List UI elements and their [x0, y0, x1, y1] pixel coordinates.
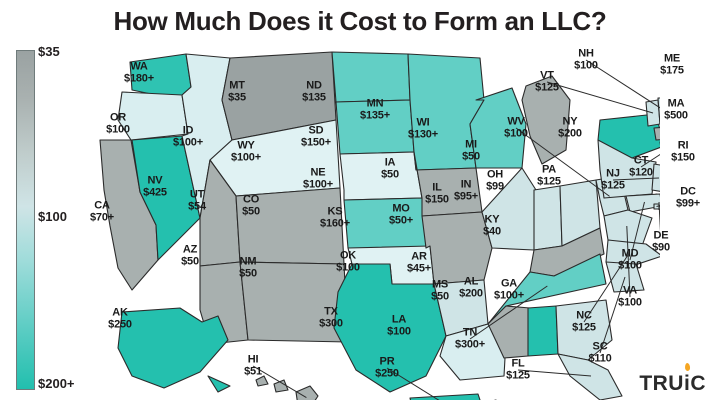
state-tx[interactable]: [333, 263, 447, 393]
state-nm[interactable]: [239, 261, 349, 343]
state-code: ME: [663, 52, 681, 65]
state-label-ma: MA $500: [664, 97, 688, 122]
state-md[interactable]: [625, 193, 660, 213]
cost-gradient-legend: $35 $100 $200+: [16, 44, 86, 391]
leader-line-vt: [546, 81, 654, 114]
state-code: MA: [667, 97, 685, 110]
state-pr[interactable]: [409, 393, 484, 400]
leader-line-va: [626, 225, 631, 298]
state-ak[interactable]: [117, 307, 229, 389]
island-shape-2: [273, 379, 289, 393]
state-wa[interactable]: [129, 53, 192, 96]
leader-line-pr: [386, 367, 440, 400]
logo-text-before: TRU: [639, 372, 684, 395]
state-ks[interactable]: [343, 197, 427, 249]
logo-text-after: C: [690, 372, 706, 395]
state-label-ri: RI $150: [671, 139, 695, 164]
state-mn[interactable]: [407, 53, 485, 171]
page-title: How Much Does it Cost to Form an LLC?: [113, 6, 607, 36]
state-code: RI: [677, 139, 689, 152]
leader-line-nh: [585, 59, 660, 109]
legend-label-min: $35: [38, 44, 60, 59]
leader-line-hi: [252, 365, 307, 399]
leader-line-sc: [599, 276, 626, 354]
state-wi[interactable]: [469, 87, 527, 169]
state-hi[interactable]: [295, 385, 319, 400]
map-svg: [99, 51, 660, 400]
state-nh[interactable]: [657, 97, 660, 125]
state-label-me: ME $175: [660, 52, 684, 77]
leader-line-md: [629, 201, 645, 261]
state-ma[interactable]: [653, 126, 660, 141]
state-il[interactable]: [481, 167, 537, 251]
state-ne[interactable]: [339, 151, 423, 201]
truic-logo[interactable]: TRU iC: [639, 362, 706, 396]
state-cost: $500: [664, 109, 688, 121]
state-fl[interactable]: [557, 353, 623, 400]
state-cost: $175: [660, 64, 684, 76]
leader-line-nj: [612, 177, 660, 181]
state-in[interactable]: [533, 185, 563, 251]
leader-line-nc: [583, 254, 629, 323]
legend-gradient-bar: [16, 50, 35, 390]
state-cost: $99+: [676, 197, 700, 209]
logo-i-letter: i: [684, 362, 690, 396]
state-label-dc: DC $99+: [676, 185, 700, 210]
state-code: DC: [680, 185, 696, 198]
island-shape-1: [255, 375, 269, 387]
state-al[interactable]: [527, 305, 559, 357]
leader-line-fl: [517, 369, 592, 377]
state-sd[interactable]: [335, 99, 415, 155]
state-nd[interactable]: [331, 51, 411, 103]
state-mo[interactable]: [421, 211, 493, 285]
state-co[interactable]: [235, 187, 345, 265]
leader-line-ct: [640, 153, 660, 168]
state-mi[interactable]: [521, 75, 571, 165]
leader-line-de: [658, 201, 660, 233]
leader-line-tn: [469, 285, 548, 340]
leader-line-wv: [515, 127, 610, 197]
state-or[interactable]: [117, 91, 189, 141]
legend-label-mid: $100: [38, 209, 67, 224]
state-cost: $150: [671, 151, 695, 163]
state-ga[interactable]: [555, 299, 613, 361]
flame-icon: [684, 362, 690, 372]
legend-label-max: $200+: [38, 376, 75, 391]
us-choropleth-map: [60, 40, 660, 400]
island-shape-0: [207, 375, 231, 393]
